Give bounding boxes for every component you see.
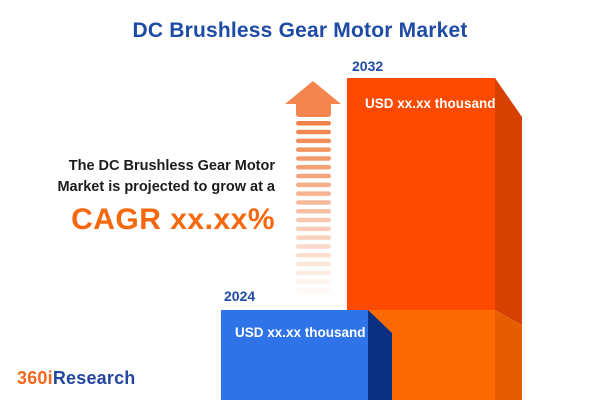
arrow-stripe: [296, 244, 331, 249]
arrow-stripe: [296, 147, 331, 152]
growth-arrow-up-icon: [285, 81, 341, 293]
bar-2032-side-upper: [495, 78, 522, 325]
arrow-stripe: [296, 209, 331, 214]
arrow-stripe: [296, 165, 331, 170]
arrow-stripe: [296, 191, 331, 196]
arrow-stripe: [296, 182, 331, 188]
arrow-stripe: [296, 288, 331, 293]
arrow-stripe: [296, 129, 331, 135]
arrow-stripe: [296, 200, 331, 205]
brand-logo-part2: Research: [52, 368, 136, 388]
arrow-stripe: [296, 226, 331, 232]
bar-2032-side-lower: [495, 310, 522, 400]
arrow-stripe: [296, 138, 331, 144]
brand-logo: 360iResearch: [17, 368, 136, 389]
arrow-head-triangle: [285, 81, 341, 104]
arrow-stripe: [296, 279, 331, 284]
bar-value-2032: USD xx.xx thousand: [365, 96, 496, 111]
annotation-line-2: Market is projected to grow at a: [57, 179, 275, 195]
arrow-stripe: [296, 261, 331, 267]
arrow-stripe: [296, 270, 331, 276]
arrow-stripe: [296, 173, 331, 179]
arrow-stripe: [296, 121, 331, 126]
page-title: DC Brushless Gear Motor Market: [132, 19, 468, 42]
bar-2024-front: [221, 310, 368, 400]
arrow-head-neck: [296, 100, 331, 117]
annotation-block: The DC Brushless Gear Motor Market is pr…: [15, 156, 275, 237]
bar-2032-front-upper: [347, 78, 495, 310]
brand-logo-part1: 360i: [17, 368, 53, 388]
bar-label-2032: 2032: [352, 58, 384, 74]
arrow-stripe: [296, 253, 331, 258]
annotation-line-1: The DC Brushless Gear Motor: [68, 158, 275, 174]
bar-label-2024: 2024: [224, 288, 256, 304]
bar-value-2024: USD xx.xx thousand: [235, 325, 366, 340]
arrow-stripes: [296, 121, 331, 293]
arrow-stripe: [296, 235, 331, 240]
cagr-value: CAGR xx.xx%: [71, 203, 275, 236]
bar-2024-side: [368, 310, 392, 400]
arrow-stripe: [296, 217, 331, 223]
arrow-stripe: [296, 156, 331, 161]
